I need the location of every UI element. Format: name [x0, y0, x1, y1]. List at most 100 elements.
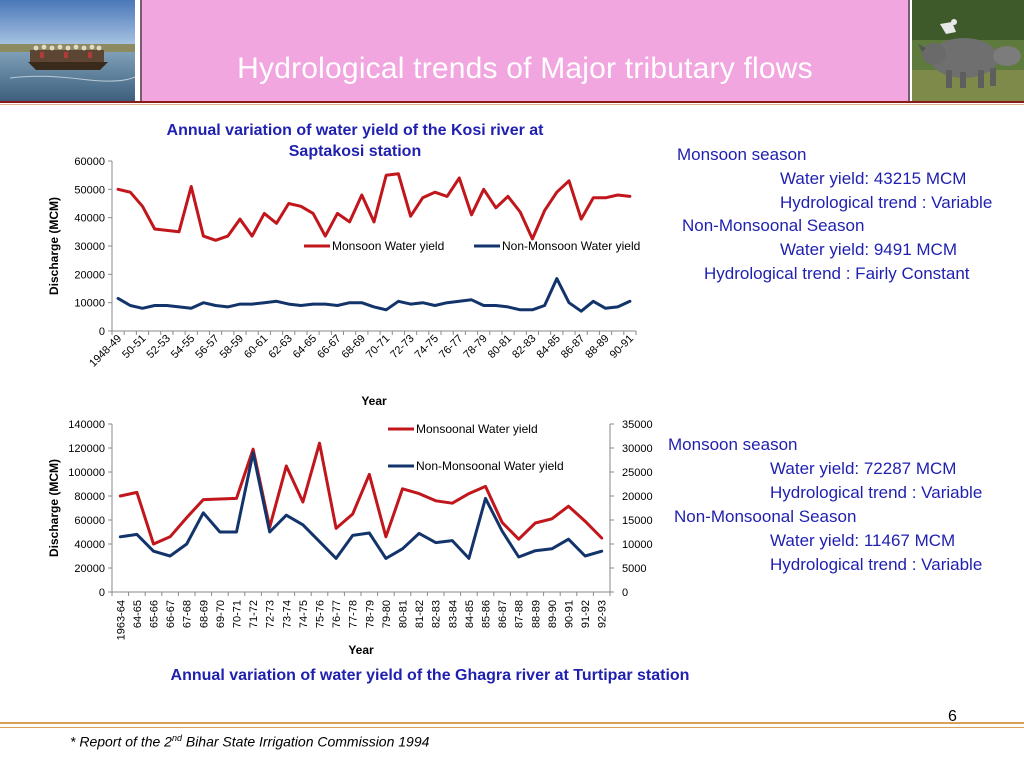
ghagra-x-tick-label: 71-72 — [248, 600, 260, 628]
ghagra-y2-tick-label: 25000 — [622, 467, 653, 479]
ghagra-x-tick-label: 65-66 — [149, 600, 161, 628]
kosi-nonmonsoon-yield: Water yield: 9491 MCM — [780, 240, 957, 259]
ghagra-y2-tick-label: 10000 — [622, 539, 653, 551]
kosi-legend-label: Non-Monsoon Water yield — [502, 239, 640, 253]
kosi-x-tick-label: 66-67 — [315, 333, 343, 361]
kosi-x-tick-label: 80-81 — [486, 333, 514, 361]
ghagra-y2-tick-label: 15000 — [622, 515, 653, 527]
ghagra-legend-label: Non-Monsoonal Water yield — [416, 459, 564, 473]
ghagra-y2-tick-label: 20000 — [622, 491, 653, 503]
ghagra-series-non-monsoonal-water-yield — [118, 451, 604, 560]
ghagra-x-tick-label: 73-74 — [281, 600, 293, 628]
ghagra-x-tick-label: 67-68 — [182, 600, 194, 628]
ghagra-y2-tick-label: 35000 — [622, 419, 653, 431]
footnote-superscript: nd — [171, 733, 182, 743]
boat-photo — [0, 0, 135, 101]
kosi-x-tick-label: 60-61 — [242, 333, 270, 361]
ghagra-x-tick-label: 87-88 — [514, 600, 526, 628]
kosi-y-tick-label: 60000 — [74, 156, 105, 168]
ghagra-monsoon-yield: Water yield: 72287 MCM — [770, 459, 957, 478]
kosi-monsoon-yield: Water yield: 43215 MCM — [780, 169, 967, 188]
ghagra-y2-tick-label: 0 — [622, 587, 628, 599]
kosi-x-tick-label: 78-79 — [461, 333, 489, 361]
kosi-x-axis-title: Year — [361, 394, 387, 408]
ghagra-x-tick-label: 90-91 — [564, 600, 576, 628]
footer-rule-thin — [0, 727, 1024, 728]
ghagra-x-tick-label: 89-90 — [547, 600, 559, 628]
kosi-x-tick-label: 82-83 — [510, 333, 538, 361]
ghagra-y2-tick-label: 5000 — [622, 563, 646, 575]
kosi-series-non-monsoon-water-yield — [116, 277, 632, 313]
footnote-prefix: * Report of the 2 — [70, 733, 172, 750]
ghagra-x-tick-label: 74-75 — [298, 600, 310, 628]
kosi-x-tick-label: 52-53 — [145, 333, 173, 361]
ghagra-x-tick-label: 91-92 — [580, 600, 592, 628]
ghagra-monsoon-trend: Hydrological trend : Variable — [770, 483, 983, 502]
ghagra-nonmonsoon-heading: Non-Monsoonal Season — [674, 507, 857, 526]
kosi-chart-title: Annual variation of water yield of the K… — [166, 122, 544, 160]
kosi-x-tick-label: 1948-49 — [87, 333, 124, 370]
footnote: * Report of the 2nd Bihar State Irrigati… — [70, 733, 429, 750]
slide-title: Hydrological trends of Major tributary f… — [237, 52, 813, 85]
kosi-x-tick-label: 90-91 — [608, 333, 636, 361]
rhino-photo — [912, 0, 1024, 101]
kosi-x-tick-label: 88-89 — [583, 333, 611, 361]
kosi-x-tick-label: 64-65 — [291, 333, 319, 361]
kosi-y-tick-label: 50000 — [74, 184, 105, 196]
title-banner: Hydrological trends of Major tributary f… — [140, 0, 910, 101]
kosi-series-monsoon-water-yield — [116, 172, 632, 242]
ghagra-y-tick-label: 100000 — [68, 467, 105, 479]
ghagra-x-tick-label: 77-78 — [348, 600, 360, 628]
ghagra-series-monsoonal-water-yield — [118, 441, 604, 546]
ghagra-x-tick-label: 85-86 — [481, 600, 493, 628]
ghagra-x-tick-label: 86-87 — [497, 600, 509, 628]
ghagra-x-axis-title: Year — [348, 643, 374, 657]
kosi-x-tick-label: 84-85 — [535, 333, 563, 361]
ghagra-y-tick-label: 0 — [99, 587, 105, 599]
ghagra-chart-title: Annual variation of water yield of the G… — [170, 667, 690, 684]
ghagra-nonmonsoon-trend: Hydrological trend : Variable — [770, 555, 983, 574]
ghagra-x-tick-label: 66-67 — [165, 600, 177, 628]
ghagra-nonmonsoon-yield: Water yield: 11467 MCM — [770, 531, 956, 550]
kosi-chart: 0 10000 20000 30000 40000 50000 60000 1948-4950… — [47, 156, 640, 408]
ghagra-y-axis-title: Discharge (MCM) — [47, 459, 61, 557]
kosi-y-tick-label: 40000 — [74, 213, 105, 225]
ghagra-y-tick-label: 80000 — [74, 491, 105, 503]
ghagra-y-tick-label: 20000 — [74, 563, 105, 575]
ghagra-x-tick-label: 88-89 — [530, 600, 542, 628]
ghagra-y-tick-label: 60000 — [74, 515, 105, 527]
kosi-monsoon-heading: Monsoon season — [677, 145, 807, 164]
header-rule-thin — [0, 104, 1024, 105]
kosi-y-tick-label: 30000 — [74, 241, 105, 253]
header-rule — [0, 101, 1024, 103]
footer-rule — [0, 722, 1024, 724]
kosi-x-tick-label: 54-55 — [169, 333, 197, 361]
footnote-suffix: Bihar State Irrigation Commission 1994 — [181, 733, 430, 750]
ghagra-x-tick-label: 81-82 — [414, 600, 426, 628]
ghagra-y-tick-label: 120000 — [68, 443, 105, 455]
kosi-x-tick-label: 74-75 — [413, 333, 441, 361]
ghagra-chart: 0 20000 40000 60000 80000 100000 120000 140000 0… — [47, 419, 653, 657]
ghagra-x-tick-label: 82-83 — [431, 600, 443, 628]
kosi-y-tick-label: 0 — [99, 326, 105, 338]
kosi-nonmonsoon-trend: Hydrological trend : Fairly Constant — [704, 264, 970, 283]
ghagra-x-tick-label: 92-93 — [597, 600, 609, 628]
kosi-legend-label: Monsoon Water yield — [332, 239, 444, 253]
kosi-x-tick-label: 50-51 — [120, 333, 148, 361]
kosi-x-tick-label: 70-71 — [364, 333, 392, 361]
ghagra-x-tick-label: 70-71 — [232, 600, 244, 628]
ghagra-x-tick-label: 64-65 — [132, 600, 144, 628]
kosi-x-tick-label: 56-57 — [193, 333, 221, 361]
kosi-x-tick-label: 62-63 — [266, 333, 294, 361]
kosi-nonmonsoon-heading: Non-Monsoonal Season — [682, 216, 865, 235]
ghagra-monsoon-heading: Monsoon season — [668, 435, 798, 454]
kosi-x-tick-label: 72-73 — [388, 333, 416, 361]
kosi-x-tick-label: 58-59 — [218, 333, 246, 361]
ghagra-x-tick-label: 80-81 — [398, 600, 410, 628]
kosi-x-tick-label: 68-69 — [340, 333, 368, 361]
ghagra-y-tick-label: 40000 — [74, 539, 105, 551]
kosi-x-tick-label: 86-87 — [559, 333, 587, 361]
ghagra-x-tick-label: 69-70 — [215, 600, 227, 628]
kosi-y-tick-label: 10000 — [74, 298, 105, 310]
kosi-y-axis-title: Discharge (MCM) — [47, 197, 61, 295]
